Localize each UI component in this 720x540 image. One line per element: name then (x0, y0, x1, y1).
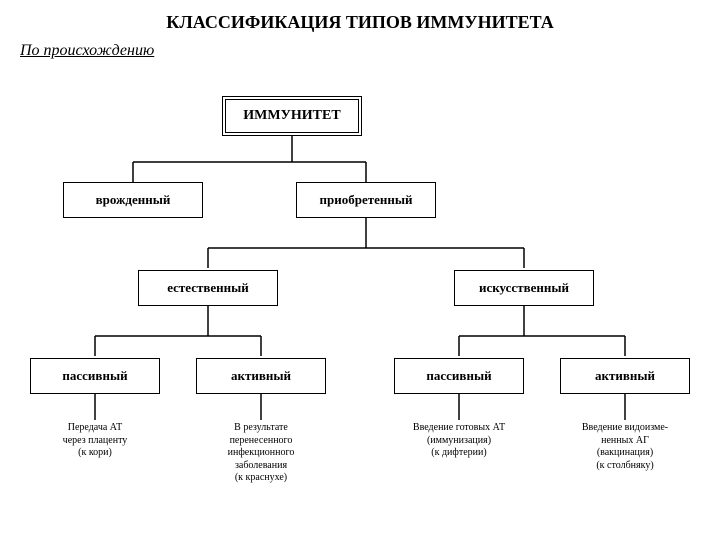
node-nat-passive: пассивный (30, 358, 160, 394)
node-artificial: искусственный (454, 270, 594, 306)
diagram-subtitle: По происхождению (20, 42, 154, 60)
node-acquired: приобретенный (296, 182, 436, 218)
node-art-passive: пассивный (394, 358, 524, 394)
leaf-nat-passive-desc: Передача АТчерез плаценту(к кори) (38, 422, 152, 460)
leaf-art-active-desc: Введение видоизме-ненных АГ(вакцинация)(… (560, 422, 690, 472)
leaf-nat-active-desc: В результатеперенесенногоинфекционногоза… (204, 422, 318, 485)
leaf-art-passive-desc: Введение готовых АТ(иммунизация)(к дифте… (394, 422, 524, 460)
node-nat-active: активный (196, 358, 326, 394)
diagram-title: КЛАССИФИКАЦИЯ ТИПОВ ИММУНИТЕТА (0, 12, 720, 33)
node-natural: естественный (138, 270, 278, 306)
node-art-active: активный (560, 358, 690, 394)
node-innate: врожденный (63, 182, 203, 218)
node-root: ИММУНИТЕТ (222, 96, 362, 136)
